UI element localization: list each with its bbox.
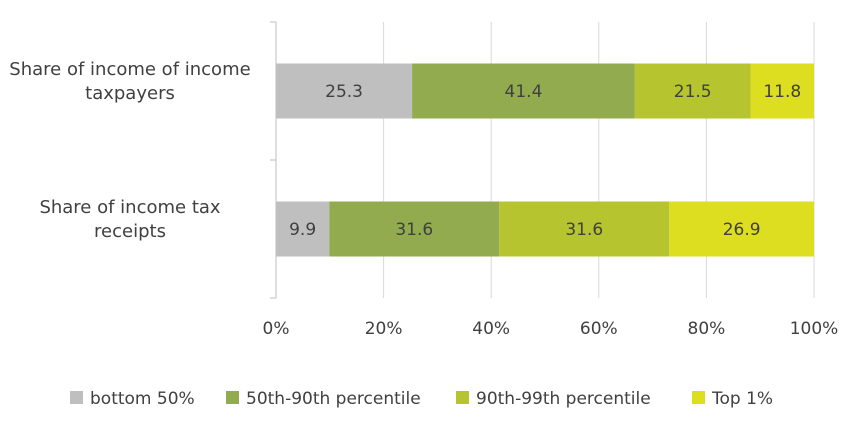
bar-segment: [499, 201, 670, 257]
bars: [276, 63, 814, 257]
legend-label: 50th-90th percentile: [246, 389, 421, 409]
x-tick-label: 60%: [580, 319, 618, 339]
value-labels: 25.3 41.4 21.5 11.8 9.9 31.6 31.6 26.9: [289, 82, 801, 240]
legend-label: Top 1%: [711, 389, 773, 409]
gridlines: [383, 22, 815, 298]
legend-swatch: [226, 391, 239, 404]
category-label: receipts: [94, 221, 166, 242]
data-label: 25.3: [325, 82, 363, 102]
bar-segment: [750, 63, 814, 119]
x-tick-label: 0%: [263, 319, 290, 339]
data-label: 9.9: [289, 220, 316, 240]
bar-segment: [634, 63, 751, 119]
bar-segment: [276, 63, 413, 119]
legend-swatch: [70, 391, 83, 404]
data-label: 41.4: [505, 82, 543, 102]
category-label: taxpayers: [85, 83, 175, 104]
bar-segment: [669, 201, 814, 257]
legend-label: bottom 50%: [90, 389, 195, 409]
data-label: 11.8: [763, 82, 801, 102]
legend-label: 90th-99th percentile: [476, 389, 651, 409]
x-axis-ticks: 0% 20% 40% 60% 80% 100%: [263, 319, 839, 339]
bar-segment: [329, 201, 500, 257]
bar-segment: [276, 201, 330, 257]
data-label: 31.6: [395, 220, 433, 240]
legend: bottom 50% 50th-90th percentile 90th-99th …: [70, 389, 773, 409]
x-tick-label: 100%: [790, 319, 839, 339]
legend-swatch: [692, 391, 705, 404]
x-tick-label: 80%: [688, 319, 726, 339]
category-labels: Share of income of income taxpayers Share …: [9, 59, 250, 242]
category-label: Share of income of income: [9, 59, 250, 80]
data-label: 21.5: [674, 82, 712, 102]
bar-segment: [412, 63, 635, 119]
data-label: 26.9: [723, 220, 761, 240]
x-tick-label: 40%: [472, 319, 510, 339]
x-tick-label: 20%: [365, 319, 403, 339]
category-label: Share of income tax: [39, 197, 220, 218]
data-label: 31.6: [565, 220, 603, 240]
legend-swatch: [456, 391, 469, 404]
category-axis: [270, 21, 277, 299]
